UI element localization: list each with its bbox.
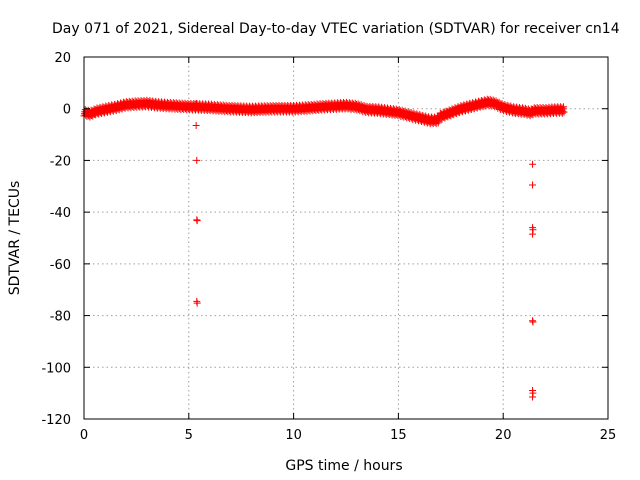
y-axis-title: SDTVAR / TECUs <box>7 181 23 296</box>
chart-title: Day 071 of 2021, Sidereal Day-to-day VTE… <box>52 21 620 37</box>
data-point <box>560 108 568 116</box>
axis-ticks: 0 5 10 15 20 25 20 0 -20 -40 -60 -80 -100 -120 <box>41 51 616 443</box>
outlier-point <box>193 156 201 164</box>
plot-frame <box>83 56 609 420</box>
x-axis-title: GPS time / hours <box>285 458 402 474</box>
x-tick-label: 20 <box>495 428 512 443</box>
outlier-point <box>193 217 201 225</box>
x-tick-label: 15 <box>390 428 407 443</box>
outlier-point <box>529 160 537 168</box>
outlier-point <box>529 230 537 238</box>
outlier-point <box>529 393 537 401</box>
y-tick-label: -40 <box>50 206 71 221</box>
y-tick-label: -80 <box>50 310 71 325</box>
outlier-point <box>193 299 201 307</box>
outlier-point <box>434 119 442 127</box>
outlier-point <box>529 318 537 326</box>
y-tick-label: -100 <box>41 361 71 376</box>
y-tick-label: -20 <box>50 154 71 169</box>
x-tick-label: 0 <box>80 428 88 443</box>
y-tick-label: -60 <box>50 258 71 273</box>
data-points <box>80 95 568 401</box>
x-tick-label: 25 <box>600 428 617 443</box>
outlier-point <box>192 122 200 130</box>
y-tick-label: -120 <box>41 413 71 428</box>
outlier-point <box>529 181 537 189</box>
x-tick-label: 10 <box>285 428 302 443</box>
outlier-point <box>192 100 200 108</box>
y-tick-label: 20 <box>54 51 71 66</box>
y-tick-label: 0 <box>63 103 71 118</box>
x-tick-label: 5 <box>185 428 193 443</box>
